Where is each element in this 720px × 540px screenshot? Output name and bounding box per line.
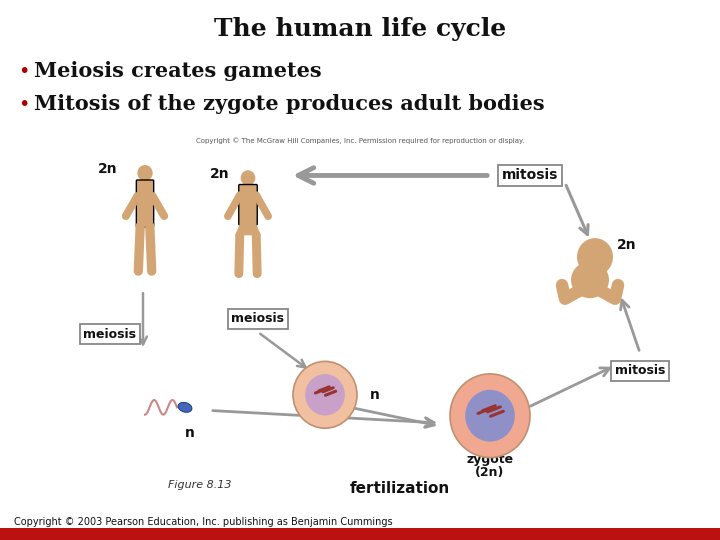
Circle shape — [450, 374, 530, 457]
Circle shape — [577, 238, 613, 276]
Text: Figure 8.13: Figure 8.13 — [168, 480, 232, 490]
Circle shape — [240, 170, 256, 186]
Circle shape — [138, 165, 153, 181]
Text: fertilization: fertilization — [350, 481, 450, 496]
Text: mitosis: mitosis — [502, 168, 558, 183]
Text: mitosis: mitosis — [615, 364, 665, 377]
FancyBboxPatch shape — [239, 185, 257, 225]
Text: 2n: 2n — [210, 167, 230, 181]
Circle shape — [305, 374, 345, 415]
FancyBboxPatch shape — [136, 180, 153, 227]
Text: meiosis: meiosis — [84, 328, 137, 341]
Text: n: n — [370, 388, 380, 402]
Text: meiosis: meiosis — [232, 312, 284, 325]
Text: 2n: 2n — [617, 239, 636, 252]
Text: n: n — [185, 427, 195, 441]
Text: zygote: zygote — [467, 453, 513, 466]
Text: Meiosis creates gametes: Meiosis creates gametes — [34, 61, 322, 81]
Text: The human life cycle: The human life cycle — [214, 17, 506, 41]
Text: 2n: 2n — [98, 162, 118, 176]
Text: (2n): (2n) — [475, 465, 505, 478]
Text: •: • — [18, 62, 30, 80]
Circle shape — [465, 390, 515, 442]
Text: •: • — [18, 95, 30, 114]
Text: Copyright © The McGraw Hill Companies, Inc. Permission required for reproduction: Copyright © The McGraw Hill Companies, I… — [196, 138, 524, 144]
Ellipse shape — [571, 262, 609, 298]
Ellipse shape — [178, 402, 192, 412]
Text: Copyright © 2003 Pearson Education, Inc. publishing as Benjamin Cummings: Copyright © 2003 Pearson Education, Inc.… — [14, 517, 393, 527]
Text: Mitosis of the zygote produces adult bodies: Mitosis of the zygote produces adult bod… — [34, 94, 544, 114]
Circle shape — [293, 361, 357, 428]
Polygon shape — [235, 224, 261, 235]
